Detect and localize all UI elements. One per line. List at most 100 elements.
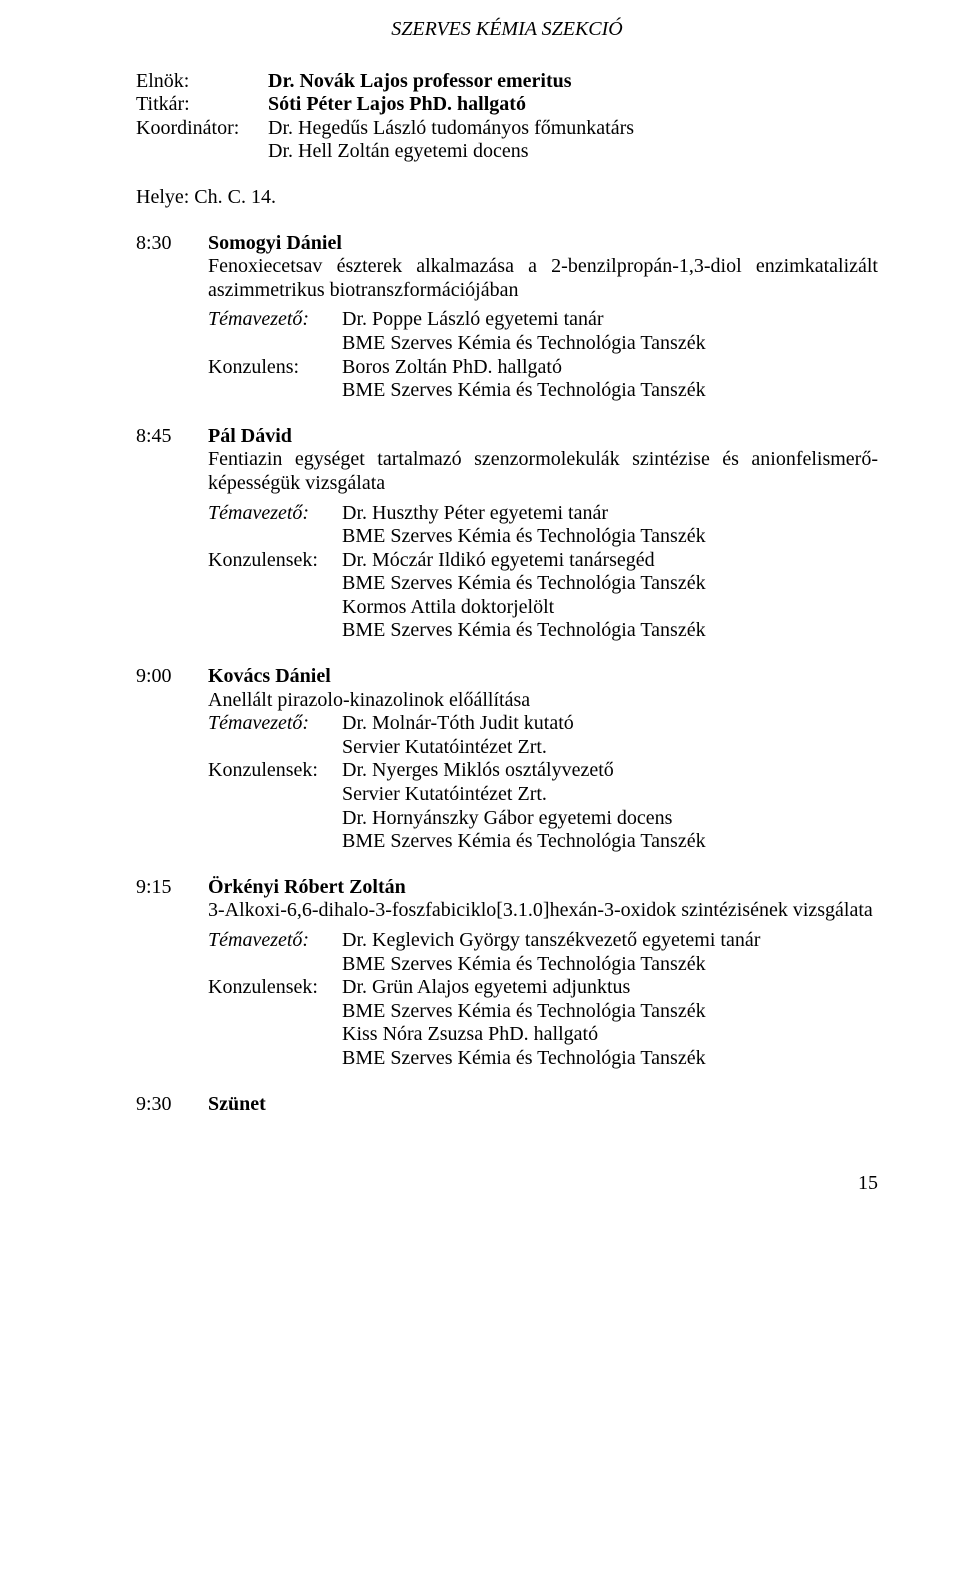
schedule-entry: 8:45Pál DávidFentiazin egységet tartalma…: [136, 425, 878, 643]
spacer: [136, 496, 208, 644]
entry-time: 9:00: [136, 665, 208, 854]
entry-head: 8:30Somogyi DánielFenoxiecetsav észterek…: [136, 232, 878, 303]
meta-label: [208, 619, 342, 643]
header-role: Elnök:: [136, 70, 268, 94]
meta-row: Témavezető:Dr. Molnár-Tóth Judit kutató: [208, 712, 878, 736]
meta-row: Konzulensek:Dr. Nyerges Miklós osztályve…: [208, 759, 878, 783]
entry-body: Szünet: [208, 1093, 878, 1117]
meta-value: BME Szerves Kémia és Technológia Tanszék: [342, 619, 878, 643]
meta-label: [208, 830, 342, 854]
meta-label: [208, 1000, 342, 1024]
meta-row: Témavezető:Dr. Keglevich György tanszékv…: [208, 929, 878, 953]
header-role: Koordinátor:: [136, 117, 268, 141]
meta-label: [208, 783, 342, 807]
entry-head: 9:00Kovács DánielAnellált pirazolo-kinaz…: [136, 665, 878, 854]
meta-value: Dr. Poppe László egyetemi tanár: [342, 308, 878, 332]
header-row: Koordinátor:Dr. Hegedűs László tudományo…: [136, 117, 878, 141]
schedule-entry: 9:30Szünet: [136, 1093, 878, 1117]
meta-row: BME Szerves Kémia és Technológia Tanszék: [208, 572, 878, 596]
entry-meta: Témavezető:Dr. Keglevich György tanszékv…: [208, 929, 878, 1071]
schedule-entry: 8:30Somogyi DánielFenoxiecetsav észterek…: [136, 232, 878, 403]
meta-row: Kormos Attila doktorjelölt: [208, 596, 878, 620]
meta-value: Dr. Keglevich György tanszékvezető egyet…: [342, 929, 878, 953]
entry-body: Pál DávidFentiazin egységet tartalmazó s…: [208, 425, 878, 496]
entry-title: Fenoxiecetsav észterek alkalmazása a 2-b…: [208, 255, 878, 302]
entry-meta: Témavezető:Dr. Molnár-Tóth Judit kutatóS…: [208, 712, 878, 854]
meta-row: Servier Kutatóintézet Zrt.: [208, 736, 878, 760]
meta-label: [208, 807, 342, 831]
header-name: Dr. Novák Lajos professor emeritus: [268, 70, 878, 94]
meta-label: Témavezető:: [208, 929, 342, 953]
header-name: Sóti Péter Lajos PhD. hallgató: [268, 93, 878, 117]
meta-row: BME Szerves Kémia és Technológia Tanszék: [208, 525, 878, 549]
header-name: Dr. Hell Zoltán egyetemi docens: [268, 140, 878, 164]
entry-body: Kovács DánielAnellált pirazolo-kinazolin…: [208, 665, 878, 854]
meta-row: Dr. Hornyánszky Gábor egyetemi docens: [208, 807, 878, 831]
meta-value: Kiss Nóra Zsuzsa PhD. hallgató: [342, 1023, 878, 1047]
entry-title: Anellált pirazolo-kinazolinok előállítás…: [208, 689, 878, 713]
entry-meta: Témavezető:Dr. Huszthy Péter egyetemi ta…: [208, 502, 878, 644]
meta-row: Kiss Nóra Zsuzsa PhD. hallgató: [208, 1023, 878, 1047]
meta-row: BME Szerves Kémia és Technológia Tanszék: [208, 379, 878, 403]
header-row: Dr. Hell Zoltán egyetemi docens: [136, 140, 878, 164]
meta-value: BME Szerves Kémia és Technológia Tanszék: [342, 953, 878, 977]
entry-time: 8:30: [136, 232, 208, 303]
meta-label: Konzulens:: [208, 356, 342, 380]
meta-label: [208, 1047, 342, 1071]
meta-row: BME Szerves Kémia és Technológia Tanszék: [208, 332, 878, 356]
meta-row: BME Szerves Kémia és Technológia Tanszék: [208, 830, 878, 854]
entry-head: 8:45Pál DávidFentiazin egységet tartalma…: [136, 425, 878, 496]
meta-value: BME Szerves Kémia és Technológia Tanszék: [342, 525, 878, 549]
meta-row: BME Szerves Kémia és Technológia Tanszék: [208, 1000, 878, 1024]
meta-label: [208, 953, 342, 977]
meta-label: [208, 572, 342, 596]
entry-head: 9:30Szünet: [136, 1093, 878, 1117]
spacer: [136, 923, 208, 1071]
meta-value: Kormos Attila doktorjelölt: [342, 596, 878, 620]
meta-label: Témavezető:: [208, 712, 342, 736]
schedule-entry: 9:00Kovács DánielAnellált pirazolo-kinaz…: [136, 665, 878, 854]
entry-time: 9:30: [136, 1093, 208, 1117]
meta-value: BME Szerves Kémia és Technológia Tanszék: [342, 332, 878, 356]
meta-row: Témavezető:Dr. Huszthy Péter egyetemi ta…: [208, 502, 878, 526]
meta-label: [208, 736, 342, 760]
meta-indent: Témavezető:Dr. Poppe László egyetemi tan…: [136, 302, 878, 402]
entry-title: 3-Alkoxi-6,6-dihalo-3-foszfabiciklo[3.1.…: [208, 899, 878, 923]
meta-value: BME Szerves Kémia és Technológia Tanszék: [342, 379, 878, 403]
meta-indent: Témavezető:Dr. Huszthy Péter egyetemi ta…: [136, 496, 878, 644]
entry-presenter: Somogyi Dániel: [208, 232, 878, 256]
entry-body: Somogyi DánielFenoxiecetsav észterek alk…: [208, 232, 878, 303]
section-title: SZERVES KÉMIA SZEKCIÓ: [136, 18, 878, 42]
entry-time: 9:15: [136, 876, 208, 923]
meta-label: [208, 379, 342, 403]
meta-label: [208, 1023, 342, 1047]
header-role: [136, 140, 268, 164]
meta-row: Servier Kutatóintézet Zrt.: [208, 783, 878, 807]
meta-value: Dr. Molnár-Tóth Judit kutató: [342, 712, 878, 736]
entry-time: 8:45: [136, 425, 208, 496]
meta-label: [208, 332, 342, 356]
meta-label: [208, 525, 342, 549]
meta-value: Dr. Hornyánszky Gábor egyetemi docens: [342, 807, 878, 831]
meta-value: Dr. Nyerges Miklós osztályvezető: [342, 759, 878, 783]
schedule-entry: 9:15Örkényi Róbert Zoltán3-Alkoxi-6,6-di…: [136, 876, 878, 1071]
meta-row: Konzulensek:Dr. Grün Alajos egyetemi adj…: [208, 976, 878, 1000]
meta-label: Konzulensek:: [208, 976, 342, 1000]
header-row: Elnök:Dr. Novák Lajos professor emeritus: [136, 70, 878, 94]
meta-value: Dr. Huszthy Péter egyetemi tanár: [342, 502, 878, 526]
header-role: Titkár:: [136, 93, 268, 117]
meta-value: Servier Kutatóintézet Zrt.: [342, 783, 878, 807]
entry-meta: Témavezető:Dr. Poppe László egyetemi tan…: [208, 308, 878, 402]
meta-row: BME Szerves Kémia és Technológia Tanszék: [208, 1047, 878, 1071]
location-line: Helye: Ch. C. 14.: [136, 186, 878, 210]
page-number: 15: [136, 1172, 878, 1196]
schedule-list: 8:30Somogyi DánielFenoxiecetsav észterek…: [136, 232, 878, 1117]
meta-value: BME Szerves Kémia és Technológia Tanszék: [342, 1000, 878, 1024]
meta-label: Konzulensek:: [208, 549, 342, 573]
entry-head: 9:15Örkényi Róbert Zoltán3-Alkoxi-6,6-di…: [136, 876, 878, 923]
meta-row: Témavezető:Dr. Poppe László egyetemi tan…: [208, 308, 878, 332]
meta-value: Servier Kutatóintézet Zrt.: [342, 736, 878, 760]
entry-title: Fentiazin egységet tartalmazó szenzormol…: [208, 448, 878, 495]
entry-presenter: Szünet: [208, 1093, 878, 1117]
meta-value: Boros Zoltán PhD. hallgató: [342, 356, 878, 380]
